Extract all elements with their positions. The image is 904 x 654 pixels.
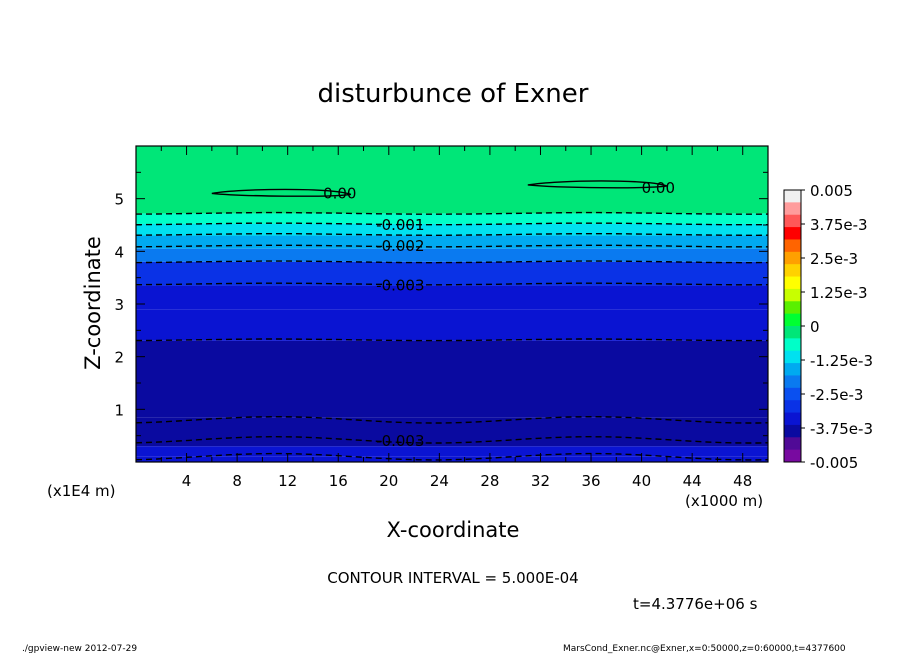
contour-label-0: 0.00: [323, 184, 356, 202]
band-6: [136, 261, 768, 286]
x-axis-label: X-coordinate: [387, 518, 520, 542]
band-11: [136, 146, 768, 214]
closed-contour-0: [211, 188, 352, 197]
contour-label-5: -0.003: [376, 432, 424, 450]
x-tick-label: 12: [278, 472, 297, 490]
contour-line-2: [135, 416, 769, 424]
contour-line-5: [135, 260, 768, 264]
contour-label-4: -0.003: [376, 277, 424, 295]
colorbar-cell-3: [784, 227, 801, 240]
x-tick-label: 36: [581, 472, 600, 490]
x-tick-label: 44: [683, 472, 702, 490]
colorbar-label: 0.005: [810, 182, 853, 200]
colorbar-label: -1.25e-3: [810, 352, 873, 370]
time-text: t=4.3776e+06 s: [633, 595, 758, 613]
contour-label-1: 0.00: [642, 179, 675, 197]
band-4: [136, 309, 768, 341]
band-2: [136, 417, 768, 447]
x-tick-label: 24: [430, 472, 449, 490]
colorbar-cell-18: [784, 412, 801, 426]
band-7: [136, 248, 768, 262]
band-3: [136, 340, 768, 418]
contour-line-6: [135, 244, 768, 248]
colorbar-cell-8: [784, 288, 801, 302]
colorbar-cell-21: [784, 449, 801, 463]
y-tick-label: 5: [114, 191, 124, 209]
colorbar-cell-0: [784, 190, 801, 203]
band-10: [136, 213, 768, 224]
colorbar-cell-16: [784, 387, 801, 401]
colorbar-cell-4: [784, 239, 801, 253]
y-tick-label: 1: [114, 401, 124, 419]
colorbar-label: 2.5e-3: [810, 250, 858, 268]
contour-line-4: [135, 282, 769, 286]
colorbar-label: -2.5e-3: [810, 386, 863, 404]
contour-line-7: [135, 233, 769, 236]
band-9: [136, 223, 768, 236]
y-unit-label: (x1E4 m): [47, 482, 116, 500]
colorbar-cell-11: [784, 326, 801, 339]
contour-lines: [135, 180, 769, 461]
colorbar-cell-14: [784, 363, 801, 376]
colorbar-cell-15: [784, 375, 801, 389]
colorbar-labels: 0.005 3.75e-3 2.5e-3 1.25e-3 0 -1.25e-3 -2.5e-…: [801, 182, 873, 472]
contour-label-2: -0.001: [376, 216, 424, 234]
x-tick-label: 4: [182, 472, 192, 490]
x-tick-label: 32: [531, 472, 550, 490]
colorbar-cell-19: [784, 424, 801, 438]
colorbar-cell-10: [784, 313, 801, 327]
x-tick-label: 8: [232, 472, 242, 490]
colorbar: [783, 189, 802, 463]
x-tick-label: 16: [329, 472, 348, 490]
y-tick-label: 2: [114, 349, 124, 367]
axes: [135, 145, 769, 463]
y-tick-labels: 1 2 3 4 5: [114, 191, 124, 420]
plot-area: [136, 146, 768, 462]
band-0: [136, 456, 768, 462]
y-axis-label: Z-coordinate: [81, 236, 105, 370]
x-tick-label: 28: [480, 472, 499, 490]
chart-title: disturbunce of Exner: [318, 79, 589, 109]
x-tick-labels: 4 8 12 16 20 24 28 32 36 40 44 48: [182, 472, 752, 490]
contour-labels: 0.00 0.00 -0.001 -0.002 -0.003 -0.003: [323, 179, 675, 450]
colorbar-cell-7: [784, 276, 801, 290]
contour-line-1: [135, 435, 769, 444]
contour-line-9: [136, 211, 769, 215]
closed-contour-1: [527, 180, 668, 189]
contour-line-3: [136, 338, 769, 342]
band-8: [136, 235, 768, 249]
colorbar-label: -0.005: [810, 454, 858, 472]
band-5: [136, 285, 768, 310]
x-tick-label: 40: [632, 472, 651, 490]
y-tick-label: 4: [114, 243, 124, 261]
colorbar-cell-20: [784, 437, 801, 451]
colorbar-cell-6: [784, 264, 801, 277]
colorbar-cell-9: [784, 301, 801, 315]
colorbar-cell-13: [784, 350, 801, 364]
x-tick-label: 48: [733, 472, 752, 490]
colorbar-cell-1: [784, 202, 801, 216]
colorbar-label: -3.75e-3: [810, 420, 873, 438]
footer-left: ./gpview-new 2012-07-29: [22, 644, 137, 654]
colorbar-label: 0: [810, 318, 820, 336]
colorbar-cell-17: [784, 400, 801, 413]
contour-label-3: -0.002: [376, 237, 424, 255]
y-tick-label: 3: [114, 296, 124, 314]
band-1: [136, 446, 768, 457]
colorbar-cell-12: [784, 338, 801, 352]
contour-line-8: [135, 222, 768, 226]
x-unit-label: (x1000 m): [685, 492, 763, 510]
colorbar-cell-2: [784, 214, 801, 228]
colorbar-label: 3.75e-3: [810, 216, 868, 234]
colorbar-cell-5: [784, 251, 801, 265]
contour-line-0: [135, 452, 769, 461]
colorbar-label: 1.25e-3: [810, 284, 868, 302]
footer-right: MarsCond_Exner.nc@Exner,x=0:50000,z=0:60…: [563, 644, 846, 654]
x-tick-label: 20: [379, 472, 398, 490]
contour-interval-text: CONTOUR INTERVAL = 5.000E-04: [327, 569, 578, 587]
